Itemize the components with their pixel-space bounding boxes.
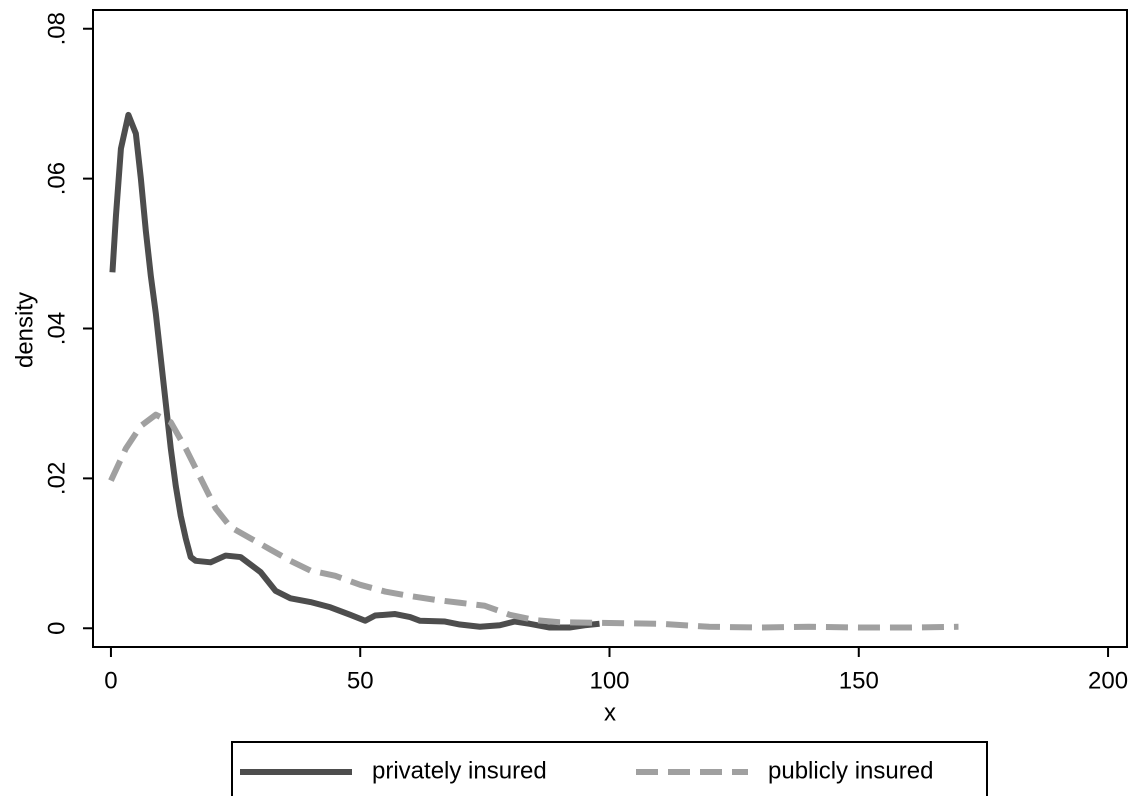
x-tick-label: 100	[589, 667, 629, 694]
x-tick-label: 200	[1088, 667, 1128, 694]
legend-box	[231, 741, 988, 796]
line-series	[109, 111, 600, 631]
line-series	[108, 411, 959, 631]
y-tick-label: 0	[43, 622, 70, 635]
y-tick-label: .02	[43, 462, 70, 495]
x-axis-title: x	[604, 699, 616, 726]
y-tick-label: .04	[43, 312, 70, 345]
x-tick-label: 0	[104, 667, 117, 694]
legend-label: publicly insured	[768, 757, 933, 784]
y-tick-label: .06	[43, 162, 70, 195]
x-tick-label: 150	[839, 667, 879, 694]
x-tick-label: 50	[347, 667, 374, 694]
y-tick-label: .08	[43, 12, 70, 45]
legend-label: privately insured	[372, 757, 547, 784]
y-axis-title: density	[11, 292, 38, 368]
